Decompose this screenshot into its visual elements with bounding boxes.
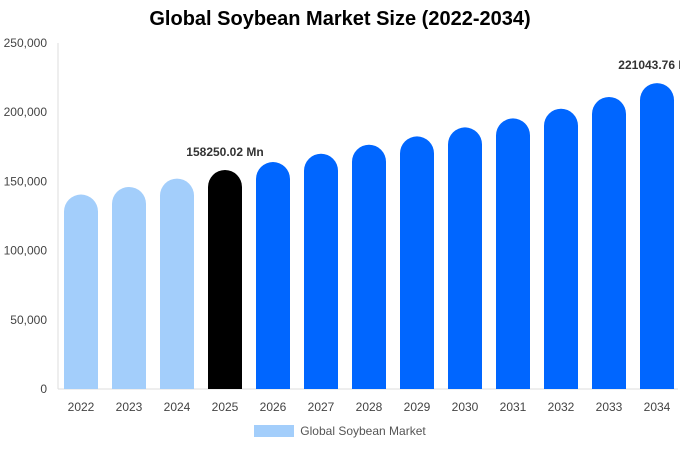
- bar-2031[interactable]: [496, 118, 530, 390]
- legend-label[interactable]: Global Soybean Market: [300, 424, 426, 438]
- y-tick-label: 100,000: [4, 244, 48, 258]
- bar-2034[interactable]: [640, 83, 674, 389]
- x-tick-label: 2034: [644, 400, 671, 414]
- x-tick-label: 2029: [404, 400, 431, 414]
- x-tick-label: 2030: [452, 400, 479, 414]
- x-tick-label: 2033: [596, 400, 623, 414]
- y-tick-label: 150,000: [4, 174, 48, 188]
- x-tick-label: 2025: [212, 400, 239, 414]
- bar-2023[interactable]: [112, 186, 146, 389]
- bar-2030[interactable]: [448, 127, 482, 389]
- x-tick-label: 2028: [356, 400, 383, 414]
- x-axis: 2022 2023 2024 2025 2026 2027 2028 2029 2030 2031…: [58, 388, 678, 414]
- bar-2026[interactable]: [256, 162, 290, 389]
- bar-2024[interactable]: [160, 178, 194, 389]
- bar-2033[interactable]: [592, 96, 626, 389]
- x-tick-label: 2027: [308, 400, 335, 414]
- y-tick-label: 50,000: [10, 313, 47, 327]
- bar-2029[interactable]: [400, 136, 434, 389]
- x-tick-label: 2022: [68, 400, 95, 414]
- y-tick-label: 0: [40, 382, 47, 396]
- bar-2022[interactable]: [64, 194, 98, 389]
- bars: [64, 83, 674, 390]
- x-tick-label: 2026: [260, 400, 287, 414]
- data-labels: 158250.02 Mn 221043.76 Mn: [186, 58, 680, 159]
- data-label-2034: 221043.76 Mn: [618, 58, 680, 72]
- x-tick-label: 2024: [164, 400, 191, 414]
- y-axis: 0 50,000 100,000 150,000 200,000 250,000: [4, 36, 59, 396]
- data-label-2025: 158250.02 Mn: [186, 145, 263, 159]
- legend-swatch[interactable]: [254, 425, 295, 437]
- bar-2027[interactable]: [304, 153, 338, 389]
- bar-2025[interactable]: [208, 169, 242, 389]
- bar-2028[interactable]: [352, 144, 386, 389]
- x-tick-label: 2032: [548, 400, 575, 414]
- x-tick-label: 2023: [116, 400, 143, 414]
- legend: Global Soybean Market: [0, 424, 680, 438]
- y-tick-label: 200,000: [4, 105, 48, 119]
- x-tick-label: 2031: [500, 400, 527, 414]
- bar-2032[interactable]: [544, 108, 578, 390]
- y-tick-label: 250,000: [4, 36, 48, 50]
- chart-title: Global Soybean Market Size (2022-2034): [149, 8, 531, 30]
